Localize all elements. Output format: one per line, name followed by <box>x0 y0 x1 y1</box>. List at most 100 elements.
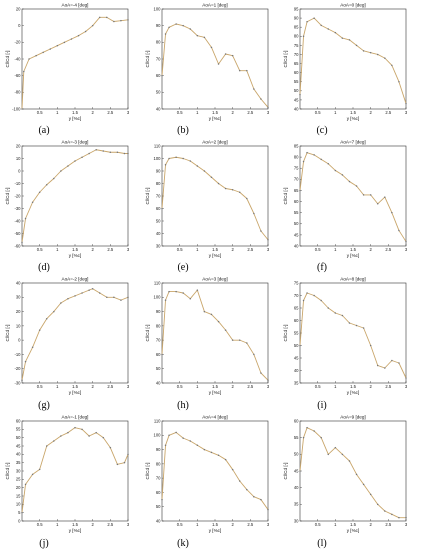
x-tick-label: 3 <box>127 110 130 115</box>
y-tick-label: 0 <box>18 338 21 343</box>
y-tick-label: 60 <box>156 73 161 78</box>
data-point <box>260 498 262 501</box>
x-tick-label: 2.5 <box>385 110 391 115</box>
y-tick-label: 60 <box>294 199 299 204</box>
data-point <box>116 151 119 153</box>
data-point <box>246 197 248 200</box>
y-tick-label: 100 <box>154 6 162 11</box>
data-point <box>398 362 400 364</box>
y-tick-label: 65 <box>294 188 299 193</box>
x-tick-label: 0.5 <box>177 522 183 527</box>
data-point <box>203 36 206 39</box>
y-tick-label: 40 <box>16 280 21 285</box>
data-point <box>334 312 337 314</box>
data-point <box>182 437 184 439</box>
x-tick-label: 0.5 <box>315 384 321 389</box>
y-tick-label: -60 <box>14 73 21 78</box>
data-point <box>391 513 393 516</box>
y-tick-label: 65 <box>294 305 299 310</box>
panel-label: (j) <box>39 538 48 549</box>
data-point <box>81 292 83 294</box>
data-point <box>161 353 163 356</box>
data-point <box>196 444 199 447</box>
data-point <box>313 294 315 297</box>
x-axis-label: y [%c] <box>209 116 222 121</box>
y-tick-label: 70 <box>294 293 299 298</box>
x-tick-label: 2.5 <box>247 384 253 389</box>
chart-panel: AoA=2 [deg] 30 40 50 60 70 80 90 100 110 0.5 1 1.5 2 2… <box>145 140 270 274</box>
panel-label: (l) <box>317 538 326 549</box>
y-tick-label: 90 <box>156 23 161 28</box>
data-point <box>88 289 90 291</box>
y-tick-label: 40 <box>156 106 161 111</box>
plot-frame <box>299 282 407 384</box>
data-point <box>231 468 234 471</box>
x-tick-label: 2 <box>369 110 372 115</box>
x-tick-label: 2.5 <box>385 522 391 527</box>
x-tick-label: 0.5 <box>315 110 321 115</box>
x-tick-label: 3 <box>127 247 130 252</box>
data-point <box>231 339 234 341</box>
chart-panel: AoA=0 [deg] 40 45 50 55 60 65 70 75 80 85 90 95 0.5 1 1… <box>283 3 408 137</box>
plot-frame <box>21 282 129 384</box>
y-tick-label: -20 <box>14 366 21 371</box>
plot-frame <box>299 8 407 110</box>
y-tick-label: -20 <box>14 193 21 198</box>
data-point <box>217 182 220 185</box>
data-point <box>106 16 108 19</box>
x-tick-label: 1 <box>334 384 337 389</box>
data-point <box>164 299 167 301</box>
y-axis-label: Cl/Cd [-] <box>283 51 288 68</box>
data-point <box>376 503 379 506</box>
y-axis-label: Cl/Cd [-] <box>283 188 288 205</box>
data-point <box>299 470 301 472</box>
x-tick-label: 1.5 <box>350 247 356 252</box>
data-point <box>67 431 69 434</box>
data-point <box>348 460 351 462</box>
chart-panel: AoA=1 [deg] 40 50 60 70 80 90 100 0.5 1 1.5 2 2.5 3 y … <box>145 3 270 137</box>
x-tick-label: 1 <box>56 522 59 527</box>
y-tick-label: 20 <box>16 6 21 11</box>
data-point <box>369 344 372 347</box>
y-tick-label: 80 <box>294 155 299 160</box>
y-axis-label: Cl/Cd [-] <box>283 463 288 480</box>
plot-frame <box>21 8 129 110</box>
data-point <box>168 157 170 160</box>
data-point <box>253 353 255 356</box>
data-point <box>306 426 308 429</box>
data-point <box>313 430 315 432</box>
data-point <box>45 445 48 447</box>
y-tick-label: 65 <box>294 61 299 66</box>
chart-panel: AoA=8 [deg] 35 40 45 50 55 60 65 70 75 0.5 1 1.5 2 2.5… <box>283 277 408 412</box>
y-tick-label: -80 <box>14 90 21 95</box>
y-tick-label: 60 <box>294 418 299 423</box>
data-point <box>175 23 177 25</box>
data-point <box>56 44 59 47</box>
chart-title: AoA=-4 [deg] <box>62 3 89 8</box>
data-point <box>306 20 308 23</box>
y-tick-label: 55 <box>294 435 299 440</box>
data-point <box>203 310 206 313</box>
data-point <box>21 241 23 243</box>
y-tick-label: 90 <box>156 168 161 173</box>
data-point <box>24 217 27 220</box>
data-point <box>246 69 248 72</box>
y-axis-label: Cl/Cd [-] <box>283 325 288 342</box>
y-tick-label: 70 <box>294 52 299 57</box>
data-point <box>369 194 372 196</box>
y-tick-label: 70 <box>156 193 161 198</box>
x-tick-label: 2.5 <box>385 247 391 252</box>
data-point <box>320 24 322 27</box>
y-tick-label: 50 <box>156 366 161 371</box>
data-point <box>384 367 386 369</box>
x-tick-label: 0.5 <box>37 247 43 252</box>
chart-panel: AoA=3 [deg] 40 50 60 70 80 90 100 110 0.5 1 1.5 2 2.5… <box>145 277 270 412</box>
data-point <box>88 152 90 155</box>
y-tick-label: 20 <box>16 485 21 490</box>
panel-label: (k) <box>177 538 189 549</box>
data-point <box>189 160 192 162</box>
y-tick-label: 45 <box>16 443 21 448</box>
data-point <box>327 307 330 309</box>
data-point <box>334 169 337 172</box>
data-point <box>168 26 170 29</box>
